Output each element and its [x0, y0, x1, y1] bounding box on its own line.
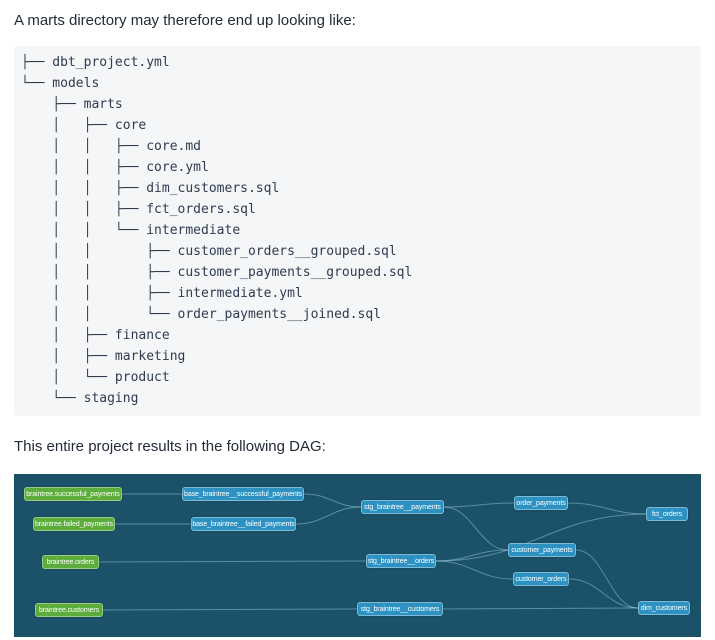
dag-node-stg_braintree__payments: stg_braintree__payments	[361, 500, 444, 514]
dag-edge-braintree.orders-to-stg_braintree__orders	[98, 560, 367, 563]
dag-edge-stg_braintree__payments-to-order_payments	[443, 502, 515, 508]
dag-node-braintree.failed_payments: braintree.failed_payments	[33, 517, 115, 531]
dag-edge-base_braintree__failed_payments-to-stg_braintree__payments	[295, 506, 362, 525]
dag-edge-stg_braintree__customers-to-dim_customers	[442, 607, 639, 610]
dag-node-base_braintree__failed_payments: base_braintree__failed_payments	[191, 517, 296, 531]
dag-edge-stg_braintree__orders-to-fct_orders	[435, 513, 647, 562]
dag-node-stg_braintree__orders: stg_braintree__orders	[366, 554, 436, 568]
dag-edge-customer_payments-to-dim_customers	[575, 549, 639, 609]
marts-intro-text: A marts directory may therefore end up l…	[14, 12, 356, 29]
dag-edge-stg_braintree__orders-to-customer_payments	[435, 549, 509, 562]
dag-node-dim_customers: dim_customers	[638, 601, 690, 615]
dag-node-customer_orders: customer_orders	[513, 572, 569, 586]
dag-edge-order_payments-to-fct_orders	[567, 502, 647, 515]
dag-node-stg_braintree__customers: stg_braintree__customers	[357, 602, 443, 616]
dag-node-order_payments: order_payments	[514, 496, 568, 510]
directory-tree: ├── dbt_project.yml └── models ├── marts…	[14, 46, 701, 416]
dag-node-braintree.customers: braintree.customers	[35, 603, 103, 617]
dag-node-braintree.orders: braintree.orders	[42, 555, 99, 569]
dag-node-fct_orders: fct_orders	[646, 507, 688, 521]
dag-edge-customer_orders-to-dim_customers	[568, 578, 639, 609]
dag-edges-layer	[98, 493, 647, 611]
dag-node-base_braintree__successful_payments: base_braintree__successful_payments	[182, 487, 304, 501]
dag-edge-stg_braintree__orders-to-customer_orders	[435, 560, 514, 580]
dag-edge-stg_braintree__payments-to-customer_payments	[443, 506, 509, 551]
dag-node-customer_payments: customer_payments	[508, 543, 576, 557]
dag-node-braintree.successful_payments: braintree.successful_payments	[24, 487, 122, 501]
dag-image: braintree.successful_payments base_braint…	[14, 474, 701, 637]
dag-edge-braintree.customers-to-stg_braintree__customers	[102, 608, 358, 611]
dag-edge-base_braintree__successful_payments-to-stg_braintree__payments	[303, 493, 362, 508]
dag-intro-text: This entire project results in the follo…	[14, 438, 326, 455]
